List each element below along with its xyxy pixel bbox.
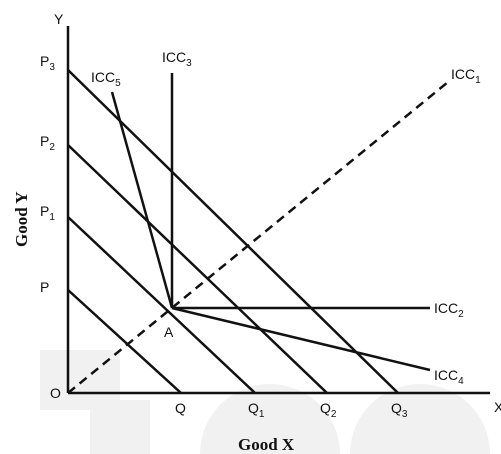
- label-icc5: ICC5: [91, 69, 121, 89]
- x-axis-title: Good X: [238, 435, 295, 454]
- icc1-line: [67, 81, 449, 394]
- icc5-line: [110, 91, 174, 309]
- label-q1: Q1: [248, 400, 265, 420]
- label-icc3: ICC3: [162, 49, 192, 69]
- origin-label: O: [50, 385, 61, 401]
- label-p1: P1: [40, 203, 55, 223]
- y-axis-letter: Y: [54, 11, 64, 27]
- budget-line-p2-q2: [67, 144, 328, 394]
- label-q2: Q2: [320, 400, 337, 420]
- label-q3: Q3: [391, 400, 408, 420]
- label-point-a: A: [164, 324, 174, 340]
- budget-line-p-q: [67, 289, 182, 394]
- label-p: P: [40, 279, 49, 295]
- label-icc4: ICC4: [434, 367, 464, 387]
- label-q: Q: [175, 400, 186, 416]
- budget-line-p3-q3: [67, 69, 399, 394]
- icc4-line: [171, 306, 431, 372]
- label-p3: P3: [40, 53, 55, 73]
- y-axis-title: Good Y: [12, 191, 31, 247]
- label-p2: P2: [40, 133, 55, 153]
- x-axis-letter: X: [494, 399, 501, 415]
- budget-line-p1-q1: [67, 216, 256, 394]
- label-icc2: ICC2: [434, 300, 464, 320]
- label-icc1: ICC1: [451, 66, 481, 86]
